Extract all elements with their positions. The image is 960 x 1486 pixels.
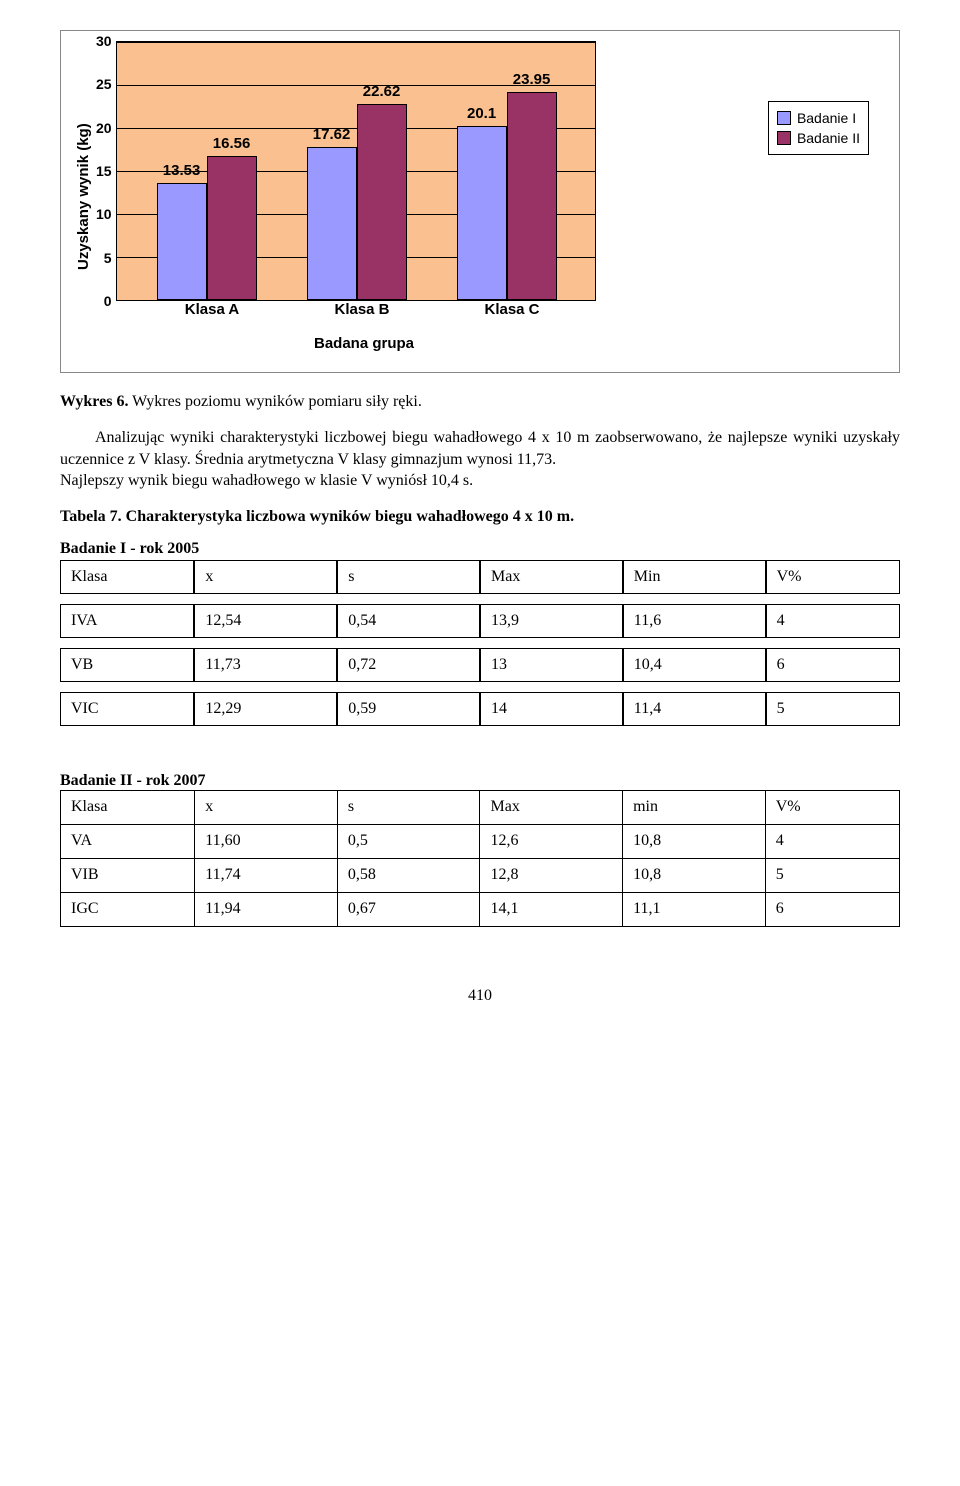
table-header: Max — [480, 790, 623, 824]
plot-area: 13.53 16.56 17.62 22.62 — [116, 41, 596, 301]
table-cell: 10,8 — [623, 824, 766, 858]
bar-label: 23.95 — [513, 71, 551, 88]
table-cell: 12,29 — [194, 692, 337, 726]
table-cell: 13 — [480, 648, 623, 682]
legend-item: Badanie I — [777, 110, 860, 126]
x-tick: Klasa B — [334, 301, 389, 318]
bar-label: 22.62 — [363, 83, 401, 100]
chart-caption: Wykres 6. Wykres poziomu wyników pomiaru… — [60, 393, 900, 411]
table-header: x — [195, 790, 338, 824]
table-cell: 12,54 — [194, 604, 337, 638]
chart-legend: Badanie I Badanie II — [768, 101, 869, 155]
caption-bold: Wykres 6. — [60, 393, 128, 410]
table-cell: 5 — [765, 858, 899, 892]
bar-label: 13.53 — [163, 162, 201, 179]
bar-b-2: 22.62 — [357, 104, 407, 300]
table-header: min — [623, 790, 766, 824]
caption-rest: Wykres poziomu wyników pomiaru siły ręki… — [128, 393, 421, 410]
bar-c-1: 20.1 — [457, 126, 507, 300]
table-cell: 12,6 — [480, 824, 623, 858]
body-paragraph: Analizując wyniki charakterystyki liczbo… — [60, 427, 900, 492]
chart-container: Uzyskany wynik (kg) 30 25 20 15 10 5 0 — [60, 30, 900, 373]
bar-group-b: 17.62 22.62 — [307, 104, 427, 300]
table-cell: 0,54 — [337, 604, 480, 638]
table-cell: 11,60 — [195, 824, 338, 858]
bar-b-1: 17.62 — [307, 147, 357, 300]
table-header: Max — [480, 560, 623, 594]
table-cell: 0,5 — [337, 824, 480, 858]
chart-inner: Uzyskany wynik (kg) 30 25 20 15 10 5 0 — [71, 41, 879, 352]
x-axis-ticks: Klasa A Klasa B Klasa C — [122, 301, 602, 331]
y-axis-ticks: 30 25 20 15 10 5 0 — [96, 41, 116, 301]
page-number: 410 — [60, 987, 900, 1005]
table-cell: 4 — [765, 824, 899, 858]
table-cell: 11,1 — [623, 892, 766, 926]
study2-label: Badanie II - rok 2007 — [60, 772, 900, 790]
table-study1: KlasaxsMaxMinV%IVA12,540,5413,911,64VB11… — [60, 550, 900, 736]
table-cell: 13,9 — [480, 604, 623, 638]
bar-label: 17.62 — [313, 126, 351, 143]
y-axis-title: Uzyskany wynik (kg) — [71, 41, 96, 352]
table-cell: 14,1 — [480, 892, 623, 926]
swatch-icon — [777, 131, 791, 145]
table-cell: 11,94 — [195, 892, 338, 926]
table-cell: 11,74 — [195, 858, 338, 892]
table-header: Min — [623, 560, 766, 594]
table-header: s — [337, 790, 480, 824]
table-cell: IVA — [60, 604, 194, 638]
table-cell: 11,4 — [623, 692, 766, 726]
table-header: V% — [765, 790, 899, 824]
table-cell: VA — [61, 824, 195, 858]
table-title: Tabela 7. Charakterystyka liczbowa wynik… — [60, 508, 900, 526]
bar-label: 16.56 — [213, 135, 251, 152]
table-cell: 0,58 — [337, 858, 480, 892]
table-cell: 12,8 — [480, 858, 623, 892]
table-cell: 11,73 — [194, 648, 337, 682]
table-header: Klasa — [60, 560, 194, 594]
table-study2: KlasaxsMaxminV%VA11,600,512,610,84VIB11,… — [60, 790, 900, 927]
bar-a-2: 16.56 — [207, 156, 257, 300]
bar-label: 20.1 — [467, 105, 496, 122]
table-cell: 0,59 — [337, 692, 480, 726]
table-cell: 0,72 — [337, 648, 480, 682]
legend-label: Badanie II — [797, 130, 860, 146]
table-cell: IGC — [61, 892, 195, 926]
table-cell: 0,67 — [337, 892, 480, 926]
table-title-text: Tabela 7. Charakterystyka liczbowa wynik… — [60, 508, 574, 525]
table-cell: 6 — [765, 892, 899, 926]
x-tick: Klasa A — [185, 301, 239, 318]
table-cell: VB — [60, 648, 194, 682]
table-header: s — [337, 560, 480, 594]
legend-label: Badanie I — [797, 110, 856, 126]
table-cell: 14 — [480, 692, 623, 726]
bar-group-c: 20.1 23.95 — [457, 92, 577, 300]
legend-item: Badanie II — [777, 130, 860, 146]
table-cell: 10,8 — [623, 858, 766, 892]
swatch-icon — [777, 111, 791, 125]
x-tick: Klasa C — [484, 301, 539, 318]
table-header: x — [194, 560, 337, 594]
bar-group-a: 13.53 16.56 — [157, 156, 277, 300]
bar-a-1: 13.53 — [157, 183, 207, 300]
bar-c-2: 23.95 — [507, 92, 557, 300]
table-cell: 4 — [766, 604, 900, 638]
table-cell: VIC — [60, 692, 194, 726]
table-header: V% — [766, 560, 900, 594]
table-cell: 5 — [766, 692, 900, 726]
table-cell: 11,6 — [623, 604, 766, 638]
table-cell: VIB — [61, 858, 195, 892]
table-cell: 6 — [766, 648, 900, 682]
x-axis-title: Badana grupa — [126, 335, 602, 352]
table-cell: 10,4 — [623, 648, 766, 682]
table-header: Klasa — [61, 790, 195, 824]
